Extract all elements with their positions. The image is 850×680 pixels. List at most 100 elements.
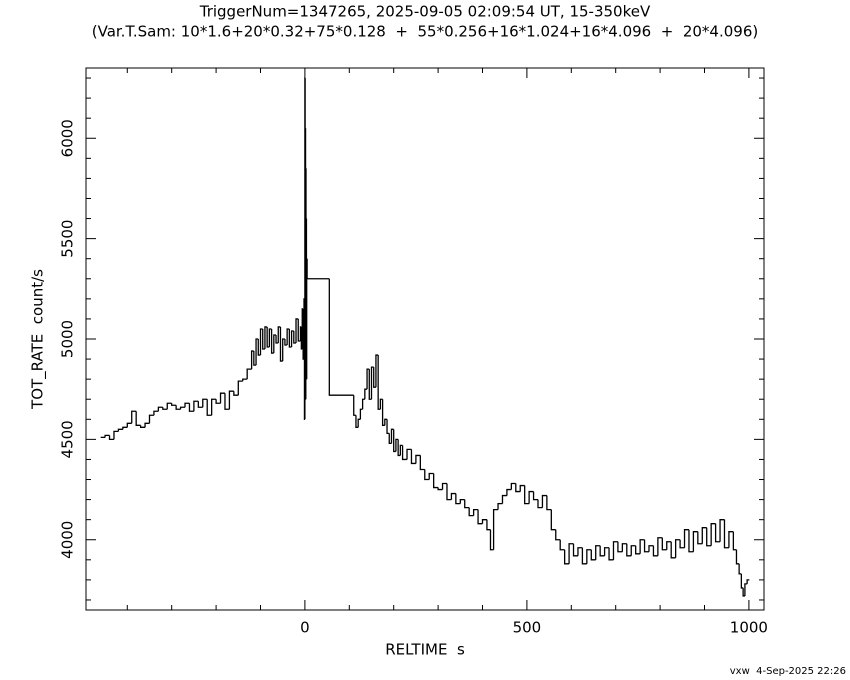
step-segment — [603, 547, 610, 556]
step-segment — [401, 445, 408, 461]
step-segment — [546, 495, 552, 511]
step-segment — [450, 492, 456, 500]
step-segment — [237, 380, 243, 396]
step-segment — [719, 519, 725, 542]
step-segment — [162, 407, 168, 410]
x-tick-label: 500 — [513, 619, 542, 637]
step-segment — [515, 483, 521, 493]
step-segment — [433, 473, 439, 489]
step-segment — [428, 472, 434, 480]
step-segment — [366, 368, 370, 390]
step-segment — [510, 482, 516, 490]
step-segment — [224, 393, 230, 410]
step-segment — [375, 354, 379, 388]
step-segment — [384, 418, 388, 426]
step-segment — [661, 537, 667, 551]
step-segment — [581, 547, 587, 565]
step-segment — [355, 415, 359, 428]
x-tick-label: 1000 — [730, 619, 768, 637]
step-segment — [714, 523, 721, 543]
step-segment — [568, 543, 574, 564]
y-tick-label: 5500 — [59, 220, 77, 258]
step-segment — [202, 398, 208, 408]
step-segment — [257, 339, 261, 356]
y-axis-label: TOT_RATE count/s — [29, 269, 48, 410]
step-segment — [157, 406, 163, 412]
step-segment — [297, 318, 301, 342]
step-segment — [710, 523, 716, 546]
step-segment — [104, 434, 110, 438]
step-segment — [524, 485, 530, 505]
y-tick-label: 4500 — [59, 420, 77, 458]
step-segment — [193, 400, 199, 412]
step-segment — [131, 410, 137, 424]
step-segment — [740, 573, 744, 589]
step-segment — [211, 398, 217, 416]
step-segment — [486, 519, 491, 531]
step-segment — [738, 563, 742, 575]
step-segment — [262, 328, 265, 350]
step-segment — [395, 438, 399, 452]
step-segment — [266, 326, 270, 348]
step-segment — [353, 395, 356, 416]
step-segment — [728, 531, 734, 548]
step-segment — [437, 487, 443, 491]
step-segment — [477, 509, 483, 525]
step-segment — [219, 392, 225, 404]
step-segment — [657, 537, 663, 556]
step-segment — [599, 545, 605, 557]
step-segment — [242, 378, 248, 382]
step-segment — [744, 583, 748, 596]
step-segment — [441, 482, 447, 490]
step-segment — [279, 326, 283, 362]
step-segment — [683, 529, 689, 548]
step-segment — [259, 328, 263, 356]
step-segment — [541, 494, 547, 508]
step-segment — [197, 401, 203, 408]
step-segment — [386, 419, 390, 434]
step-segment — [648, 545, 654, 552]
step-segment — [643, 539, 650, 553]
step-segment — [113, 430, 119, 440]
step-segment — [284, 339, 288, 346]
step-segment — [361, 398, 365, 410]
step-segment — [233, 391, 239, 396]
step-segment — [390, 428, 394, 444]
step-segment — [701, 527, 707, 544]
step-segment — [153, 410, 159, 416]
step-segment — [277, 326, 281, 344]
step-segment — [144, 422, 150, 428]
step-segment — [706, 527, 712, 547]
step-segment — [572, 543, 578, 557]
step-segment — [697, 531, 703, 545]
step-segment — [617, 541, 623, 553]
step-segment — [393, 429, 396, 453]
step-segment — [377, 355, 381, 410]
step-segment — [166, 402, 172, 410]
step-segment — [255, 338, 259, 366]
step-segment — [290, 330, 294, 348]
step-segment — [635, 545, 641, 555]
step-segment — [179, 406, 186, 410]
step-segment — [679, 539, 685, 549]
plot-area — [100, 77, 750, 597]
step-segment — [639, 539, 645, 554]
step-segment — [550, 509, 556, 531]
step-segment — [253, 351, 257, 366]
step-segment — [357, 418, 361, 428]
plot-frame — [85, 67, 765, 611]
step-segment — [497, 502, 503, 510]
step-segment — [586, 549, 592, 564]
step-segment — [246, 368, 252, 380]
step-segment — [621, 543, 627, 552]
step-segment — [381, 399, 385, 426]
step-segment — [415, 454, 421, 464]
step-segment — [608, 547, 614, 561]
step-segment — [270, 328, 274, 354]
step-segment — [126, 422, 132, 428]
step-segment — [424, 469, 430, 481]
step-segment — [455, 493, 461, 505]
step-segment — [364, 388, 368, 400]
step-segment — [559, 539, 565, 551]
